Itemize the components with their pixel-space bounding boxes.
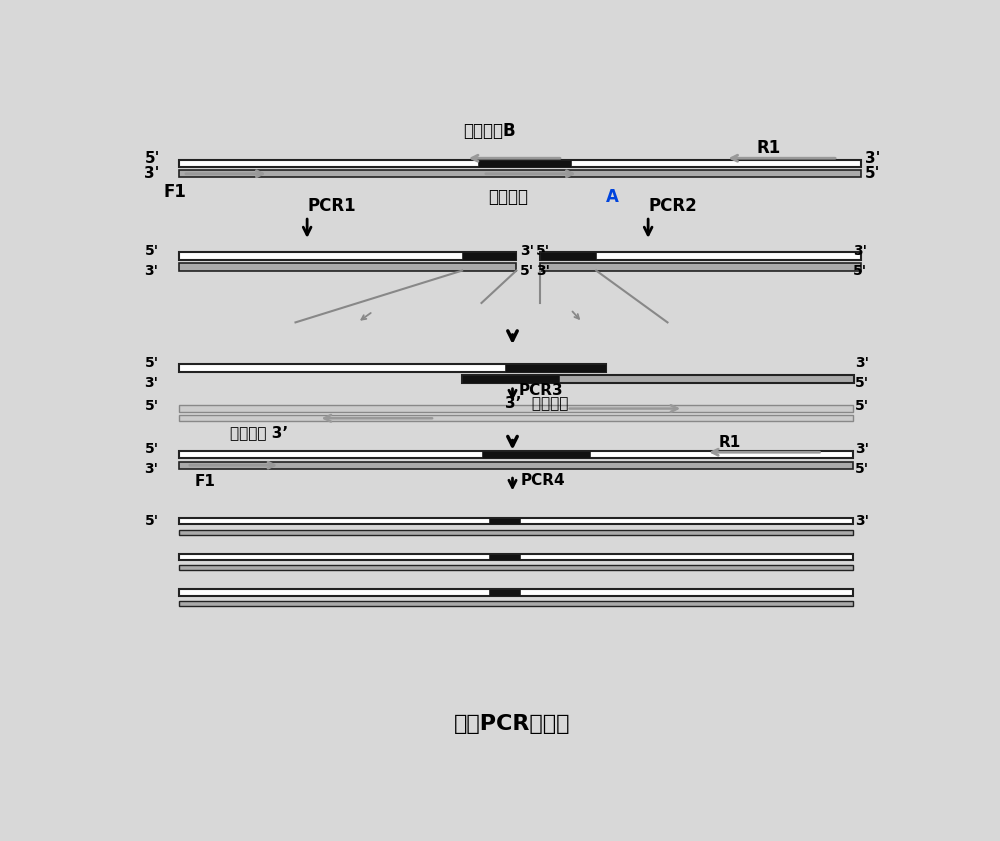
Text: 3': 3' [855, 442, 869, 457]
Text: 5': 5' [144, 399, 158, 413]
Text: 5': 5' [144, 442, 158, 457]
Text: 5': 5' [855, 376, 869, 389]
Text: F1: F1 [195, 474, 216, 489]
Text: 延伸方向 3’: 延伸方向 3’ [230, 426, 288, 441]
Bar [179, 252, 516, 260]
Bar [478, 160, 571, 167]
Text: PCR2: PCR2 [648, 198, 697, 215]
Text: PCR3: PCR3 [519, 383, 563, 398]
Bar [540, 263, 861, 271]
Text: 3': 3' [855, 356, 869, 369]
Text: 重叠引物B: 重叠引物B [463, 122, 516, 140]
Text: 5': 5' [144, 244, 158, 257]
Text: 3': 3' [853, 244, 867, 257]
Text: A: A [606, 188, 618, 206]
Bar [462, 375, 559, 383]
Text: 5': 5' [520, 263, 534, 278]
Text: 5': 5' [865, 167, 881, 182]
Text: R1: R1 [757, 139, 781, 156]
Text: 3': 3' [855, 514, 869, 528]
Text: 3': 3' [144, 376, 158, 389]
Text: 3': 3' [144, 462, 158, 476]
Text: 3': 3' [520, 244, 534, 257]
Text: 3’  延伸方向: 3’ 延伸方向 [505, 395, 568, 410]
Bar [179, 553, 853, 560]
Bar [179, 405, 853, 412]
Text: 3': 3' [144, 263, 158, 278]
Text: 5': 5' [853, 263, 867, 278]
Text: 5': 5' [536, 244, 550, 257]
Text: 3': 3' [144, 167, 160, 182]
Bar [179, 452, 853, 458]
Bar [462, 375, 854, 383]
Text: 5': 5' [855, 462, 869, 476]
Text: R1: R1 [719, 435, 741, 450]
Text: 3': 3' [536, 263, 550, 278]
Bar [462, 252, 516, 260]
Text: 重组PCR示意图: 重组PCR示意图 [454, 714, 571, 734]
Bar [179, 565, 853, 570]
Bar [179, 530, 853, 535]
Bar [179, 415, 853, 421]
Text: 5': 5' [144, 514, 158, 528]
Bar [505, 364, 606, 372]
Text: PCR4: PCR4 [520, 473, 565, 488]
Text: 5': 5' [144, 151, 160, 167]
Bar [179, 263, 516, 271]
Bar [179, 590, 853, 595]
Bar [540, 252, 861, 260]
Text: PCR1: PCR1 [307, 198, 356, 215]
Bar [489, 590, 520, 595]
Bar [482, 452, 590, 458]
Bar [540, 252, 596, 260]
Text: 重叠引物: 重叠引物 [489, 188, 529, 206]
Text: F1: F1 [164, 182, 187, 201]
Bar [179, 160, 861, 167]
Bar [179, 601, 853, 606]
Bar [179, 364, 606, 372]
Bar [489, 553, 520, 560]
Text: 5': 5' [855, 399, 869, 413]
Bar [179, 518, 853, 525]
Bar [179, 462, 853, 468]
Text: 5': 5' [144, 356, 158, 369]
Bar [489, 518, 520, 525]
Text: 3': 3' [865, 151, 881, 167]
Bar [179, 170, 861, 177]
